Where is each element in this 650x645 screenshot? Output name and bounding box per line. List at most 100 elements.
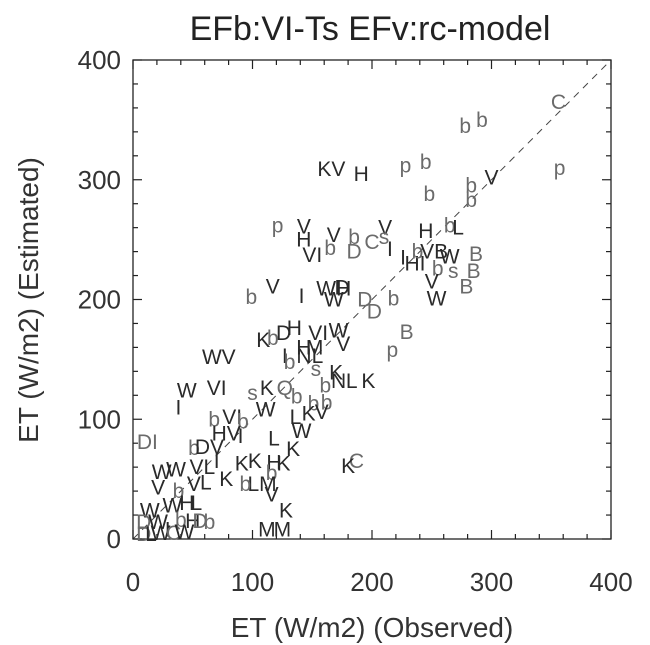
data-point: V	[187, 473, 201, 496]
y-tick-label: 200	[78, 285, 121, 315]
data-point: LM	[247, 473, 276, 496]
data-point: W	[440, 245, 460, 268]
data-point: K	[361, 370, 375, 393]
data-point: b	[465, 175, 477, 198]
data-point: b	[245, 286, 257, 309]
data-point: s	[448, 260, 459, 283]
data-point: p	[386, 339, 398, 362]
data-point: DV	[195, 436, 224, 459]
data-point: M	[274, 518, 292, 541]
x-tick-label: 400	[589, 567, 632, 597]
data-point: VI	[308, 322, 328, 345]
data-point: H	[418, 220, 433, 243]
data-point: N	[331, 370, 346, 393]
data-point: L	[290, 406, 302, 429]
data-point: VI	[207, 377, 227, 400]
data-point: b	[173, 480, 185, 503]
data-point: W	[329, 320, 349, 343]
data-point: M	[306, 336, 324, 359]
data-point: V	[327, 224, 341, 247]
data-point: b	[267, 327, 279, 350]
data-point: HI	[405, 253, 426, 276]
data-point: V	[315, 401, 329, 424]
data-point: b	[291, 385, 303, 408]
data-point: b	[308, 393, 320, 416]
data-point: b	[348, 226, 360, 249]
data-point: W	[152, 461, 172, 484]
data-point: H	[287, 317, 302, 340]
data-point: L	[200, 472, 212, 495]
data-point: D	[276, 322, 291, 345]
y-tick-label: 100	[78, 404, 121, 434]
data-point: L	[346, 370, 358, 393]
y-axis-label: ET (W/m2) (Estimated)	[13, 157, 44, 443]
data-point: K	[256, 329, 270, 352]
data-point: H	[179, 492, 194, 515]
data-point: K	[219, 468, 233, 491]
data-point: b	[239, 473, 251, 496]
data-point: I	[299, 285, 305, 308]
data-point: V	[378, 217, 392, 240]
data-point: H	[296, 229, 311, 252]
data-point: W	[324, 289, 344, 312]
data-point: K	[235, 453, 249, 476]
data-point: D	[367, 300, 382, 323]
data-point: p	[400, 154, 412, 177]
data-point: K	[260, 377, 274, 400]
data-point: s	[247, 382, 258, 405]
data-point: K	[277, 453, 291, 476]
data-point: W	[151, 522, 171, 545]
data-point: KV	[317, 158, 345, 181]
data-point: V	[151, 477, 165, 500]
y-tick-label: 0	[107, 524, 121, 554]
data-point: W	[177, 380, 197, 403]
data-point: W	[148, 511, 168, 534]
data-point: b	[465, 189, 477, 212]
y-tick-label: 400	[78, 45, 121, 75]
data-point: K	[302, 402, 316, 425]
data-point: V	[222, 346, 236, 369]
x-tick-label: 200	[350, 567, 393, 597]
data-point: V	[336, 333, 350, 356]
x-tick-label: 100	[231, 567, 274, 597]
data-point: b	[208, 408, 220, 431]
data-point: WH	[316, 278, 351, 301]
data-point: I	[282, 345, 288, 368]
data-point: V	[266, 275, 280, 298]
data-point: H	[185, 510, 200, 533]
x-tick-label: 300	[470, 567, 513, 597]
data-point: VI	[302, 244, 322, 267]
data-point: W	[427, 287, 447, 310]
data-point: H	[354, 163, 369, 186]
data-point: D	[357, 289, 372, 312]
data-point: I	[387, 238, 393, 261]
data-point: VI	[222, 406, 242, 429]
data-point: s	[379, 226, 390, 249]
data-point: b	[444, 214, 456, 237]
data-point: I	[175, 396, 181, 419]
data-point: I	[165, 518, 171, 541]
data-point: C	[364, 231, 379, 254]
data-point: p	[272, 214, 284, 237]
data-point: I	[400, 247, 406, 270]
data-point: W	[256, 399, 276, 422]
data-point: D	[335, 277, 350, 300]
data-point: b	[188, 437, 200, 460]
data-point: V	[297, 215, 311, 238]
data-point: HV	[212, 423, 241, 446]
y-tick-label: 300	[78, 165, 121, 195]
data-point: Q	[277, 377, 293, 400]
data-point: H	[266, 451, 281, 474]
data-point: b	[320, 375, 332, 398]
data-point: V	[425, 271, 439, 294]
data-point: D	[136, 511, 151, 534]
data-point: b	[266, 462, 278, 485]
data-point: K	[341, 455, 355, 478]
data-point: D	[192, 510, 207, 533]
data-point: b	[204, 511, 216, 534]
data-point: I	[214, 450, 220, 473]
data-point: B	[469, 243, 483, 266]
data-point: VB	[420, 241, 448, 264]
